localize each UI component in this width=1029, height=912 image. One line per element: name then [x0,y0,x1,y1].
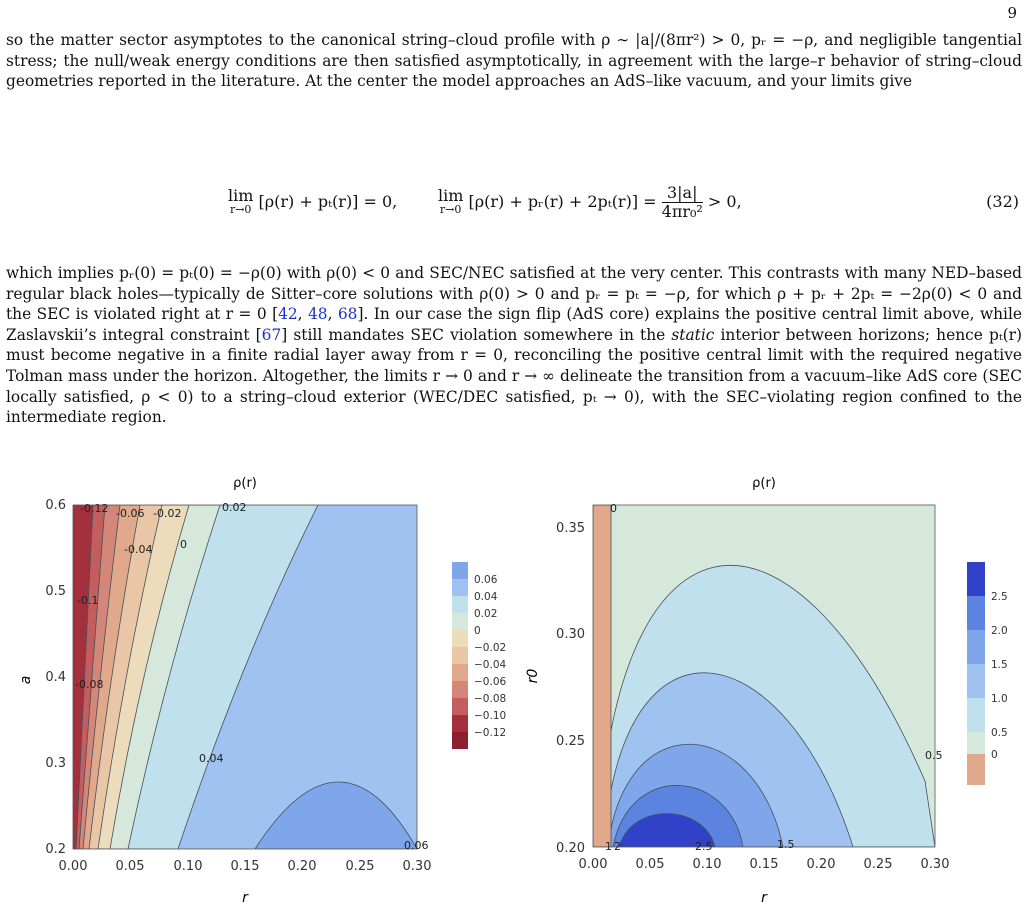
x-tick-label: 0.25 [864,857,893,872]
x-tick-label: 0.00 [59,859,88,874]
legend-label: 0.02 [474,608,497,620]
x-tick-label: 0.05 [116,859,145,874]
limit-operator-1: lim r→0 [228,185,254,216]
citation-link[interactable]: 48 [307,305,328,324]
region-2.5-plus [618,813,716,847]
x-tick-label: 0.10 [693,857,722,872]
x-tick-label: 0.10 [174,859,203,874]
y-axis-label: r0 [525,669,541,684]
x-tick-label: 0.15 [750,857,779,872]
plot-frame [592,504,936,848]
equation-number: (32) [986,192,1019,211]
x-tick-label: 0.30 [921,857,950,872]
limit-operator-2: lim r→0 [437,185,464,216]
legend-label: 0 [474,625,481,637]
contour-label: 0.02 [222,501,247,514]
equation-expr-2: [ρ(r) + pᵣ(r) + 2pₜ(r)] = [468,192,657,211]
equation-fraction: 3|a| 4πr₀² [661,183,703,221]
y-tick-label: 0.6 [45,498,66,513]
legend-label: −0.02 [474,642,506,654]
citation-link[interactable]: 68 [337,305,358,324]
contour-label: -0.06 [116,507,144,520]
x-tick-label: 0.00 [579,857,608,872]
region-negative [593,505,612,847]
plot-frame [72,504,418,850]
y-tick-label: 0.4 [45,670,66,685]
contour-label: 0.04 [199,752,224,765]
contour-label: 0.06 [404,839,429,852]
paragraph-2: which implies pᵣ(0) = pₜ(0) = −ρ(0) with… [6,264,1022,427]
contour-plot-left: ρ(r) -0.12 -0.06 -0.02 0.02 -0.04 0 -0.1… [18,476,506,906]
legend-label: −0.06 [474,676,506,688]
equation-tail: > 0, [707,192,742,211]
citation-link[interactable]: 42 [278,305,298,324]
contour-label: 1.5 [777,838,795,851]
x-tick-label: 0.05 [636,857,665,872]
chart-title: ρ(r) [233,476,257,491]
legend-label: 2.5 [991,591,1008,603]
contour-label: 0 [610,502,617,515]
legend-label: 0.04 [474,591,498,603]
legend: 2.5 2.0 1.5 1.0 0.5 0 [967,562,1008,785]
y-tick-label: 0.5 [45,584,66,599]
page-number: 9 [1007,4,1017,22]
region-0.06-plus [254,781,417,849]
contour-label: 0 [180,538,187,551]
legend-label: −0.08 [474,693,506,705]
legend-label: 1.0 [991,693,1008,705]
y-tick-label: 0.3 [45,756,66,771]
contour-label: 0.5 [925,749,943,762]
region-neg0.12 [73,505,94,849]
contour-label: 2.5 [695,840,713,853]
contour-label: -0.12 [80,502,108,515]
x-tick-label: 0.25 [346,859,375,874]
y-axis-label: a [18,676,34,685]
equation-32: lim r→0 [ρ(r) + pₜ(r)] = 0, lim r→0 [ρ(r) … [0,180,1029,240]
chart-title: ρ(r) [752,476,776,491]
contour-label: -0.08 [75,678,103,691]
legend-label: 0.06 [474,574,498,586]
x-tick-label: 0.20 [807,857,836,872]
contour-plot-right: ρ(r) 0 0.5 1 2 2.5 1.5 0.35 0.30 0.25 0.… [525,476,1008,906]
contour-label: 1 [605,840,612,853]
y-tick-label: 0.25 [556,734,585,749]
y-tick-label: 0.30 [556,627,585,642]
contour-label: -0.04 [124,543,152,556]
contour-label: 2 [614,840,621,853]
y-tick-label: 0.2 [45,842,66,857]
x-tick-label: 0.20 [288,859,317,874]
legend-label: −0.04 [474,659,506,671]
x-tick-label: 0.15 [231,859,260,874]
contour-label: -0.1 [77,594,98,607]
x-axis-label: r [242,890,249,906]
citation-link[interactable]: 67 [261,325,282,344]
y-tick-label: 0.20 [556,841,585,856]
legend-label: −0.10 [474,710,506,722]
x-axis-label: r [761,890,768,906]
paragraph-1: so the matter sector asymptotes to the c… [6,31,1022,91]
x-tick-label: 0.30 [403,859,432,874]
y-tick-label: 0.35 [556,521,585,536]
legend-label: 0.5 [991,727,1008,739]
contour-label: -0.02 [153,507,181,520]
legend-label: 2.0 [991,625,1008,637]
legend: 0.06 0.04 0.02 0 −0.02 −0.04 −0.06 −0.08… [452,562,506,749]
legend-label: −0.12 [474,727,506,739]
legend-label: 0 [991,749,998,761]
equation-expr-1: [ρ(r) + pₜ(r)] = 0, [258,192,398,211]
legend-label: 1.5 [991,659,1008,671]
